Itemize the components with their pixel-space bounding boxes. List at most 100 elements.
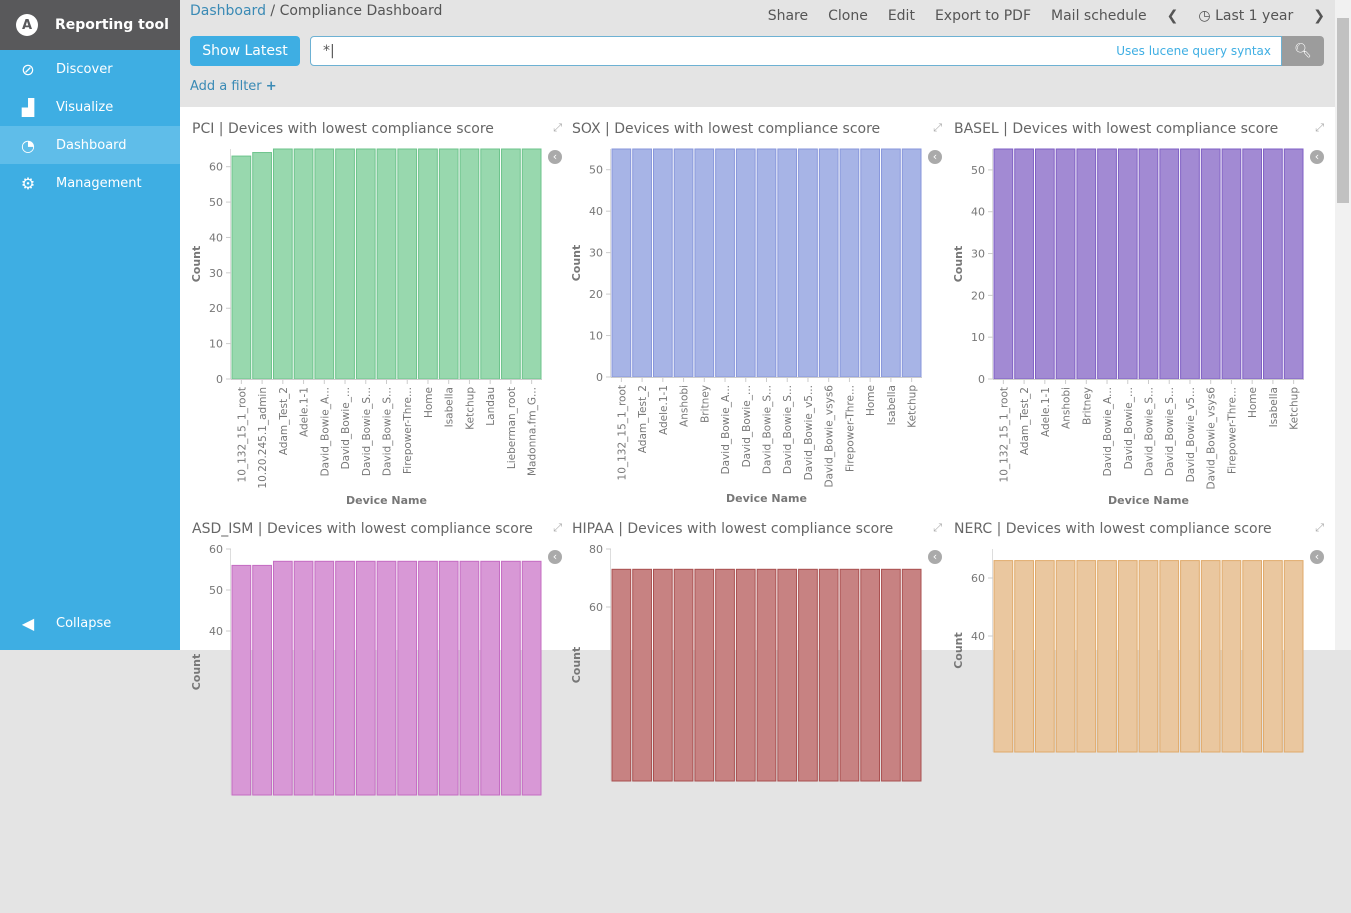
bar[interactable] xyxy=(252,152,272,380)
bar[interactable] xyxy=(1014,148,1034,380)
bar[interactable] xyxy=(1221,148,1242,380)
bar[interactable] xyxy=(355,148,376,380)
bar[interactable] xyxy=(1097,148,1117,380)
bar[interactable] xyxy=(839,148,860,378)
bar[interactable] xyxy=(293,148,314,380)
bar[interactable] xyxy=(1138,148,1159,380)
bar[interactable] xyxy=(1180,560,1200,753)
scrollbar-thumb[interactable] xyxy=(1337,18,1349,203)
bar[interactable] xyxy=(881,568,901,782)
bar[interactable] xyxy=(418,560,438,796)
export-pdf-button[interactable]: Export to PDF xyxy=(934,8,1032,24)
bar[interactable] xyxy=(1117,560,1138,753)
sidebar-item-visualize[interactable]: ▟ Visualize xyxy=(0,88,180,126)
bar[interactable] xyxy=(418,148,438,380)
brand[interactable]: A Reporting tool xyxy=(0,0,180,50)
bar[interactable] xyxy=(480,148,501,380)
bar[interactable] xyxy=(1200,148,1221,380)
bar[interactable] xyxy=(501,148,521,380)
bar[interactable] xyxy=(1117,148,1138,380)
bar[interactable] xyxy=(1263,560,1283,753)
bar[interactable] xyxy=(611,568,632,782)
bar[interactable] xyxy=(1283,560,1304,753)
sidebar-item-discover[interactable]: ⊘ Discover xyxy=(0,50,180,88)
bar[interactable] xyxy=(1242,560,1263,753)
bar[interactable] xyxy=(756,568,777,782)
bar[interactable] xyxy=(993,148,1014,380)
legend-toggle-icon[interactable]: ‹ xyxy=(548,550,562,564)
bar[interactable] xyxy=(652,148,673,378)
bar[interactable] xyxy=(673,148,694,378)
bar[interactable] xyxy=(611,148,632,378)
bar[interactable] xyxy=(756,148,777,378)
bar[interactable] xyxy=(376,148,397,380)
bar[interactable] xyxy=(1034,148,1055,380)
bar[interactable] xyxy=(735,568,756,782)
bar[interactable] xyxy=(252,564,272,796)
bar[interactable] xyxy=(715,148,735,378)
bar[interactable] xyxy=(397,560,418,796)
bar[interactable] xyxy=(694,568,715,782)
legend-toggle-icon[interactable]: ‹ xyxy=(928,550,942,564)
bar[interactable] xyxy=(314,560,335,796)
edit-button[interactable]: Edit xyxy=(887,8,915,24)
bar[interactable] xyxy=(397,148,418,380)
scrollbar[interactable] xyxy=(1335,0,1351,650)
bar[interactable] xyxy=(632,568,652,782)
bar[interactable] xyxy=(1180,148,1200,380)
chevron-right-icon[interactable]: ❯ xyxy=(1313,8,1325,24)
breadcrumb-dashboard[interactable]: Dashboard xyxy=(190,3,266,19)
bar[interactable] xyxy=(839,568,860,782)
bar[interactable] xyxy=(480,560,501,796)
chevron-left-icon[interactable]: ❮ xyxy=(1166,8,1179,24)
bar[interactable] xyxy=(272,148,293,380)
expand-icon[interactable]: ⤢ xyxy=(1315,521,1324,534)
bar[interactable] xyxy=(438,560,459,796)
legend-toggle-icon[interactable]: ‹ xyxy=(548,150,562,164)
bar[interactable] xyxy=(438,148,459,380)
bar[interactable] xyxy=(1200,560,1221,753)
bar[interactable] xyxy=(901,568,922,782)
bar[interactable] xyxy=(521,148,542,380)
show-latest-button[interactable]: Show Latest xyxy=(190,36,300,66)
bar[interactable] xyxy=(818,568,839,782)
bar[interactable] xyxy=(694,148,715,378)
add-filter-button[interactable]: Add a filter + xyxy=(190,79,277,94)
bar[interactable] xyxy=(376,560,397,796)
legend-toggle-icon[interactable]: ‹ xyxy=(1310,150,1324,164)
bar[interactable] xyxy=(777,148,798,378)
bar[interactable] xyxy=(314,148,335,380)
expand-icon[interactable]: ⤢ xyxy=(553,521,562,534)
expand-icon[interactable]: ⤢ xyxy=(553,121,562,134)
expand-icon[interactable]: ⤢ xyxy=(933,521,942,534)
bar[interactable] xyxy=(735,148,756,378)
bar[interactable] xyxy=(335,148,355,380)
bar[interactable] xyxy=(1097,560,1117,753)
search-button[interactable]: 🔍︎ xyxy=(1282,36,1324,66)
mail-schedule-button[interactable]: Mail schedule xyxy=(1051,8,1147,24)
bar[interactable] xyxy=(1055,560,1076,753)
bar[interactable] xyxy=(860,148,881,378)
bar[interactable] xyxy=(1034,560,1055,753)
bar[interactable] xyxy=(1242,148,1263,380)
bar[interactable] xyxy=(993,560,1014,753)
lucene-hint-link[interactable]: Uses lucene query syntax xyxy=(1116,44,1271,58)
bar[interactable] xyxy=(459,148,480,380)
bar[interactable] xyxy=(818,148,839,378)
bar[interactable] xyxy=(1138,560,1159,753)
bar[interactable] xyxy=(335,560,355,796)
bar[interactable] xyxy=(1055,148,1076,380)
bar[interactable] xyxy=(881,148,901,378)
bar[interactable] xyxy=(777,568,798,782)
bar[interactable] xyxy=(1221,560,1242,753)
bar[interactable] xyxy=(293,560,314,796)
legend-toggle-icon[interactable]: ‹ xyxy=(1310,550,1324,564)
bar[interactable] xyxy=(715,568,735,782)
bar[interactable] xyxy=(501,560,521,796)
bar[interactable] xyxy=(652,568,673,782)
bar[interactable] xyxy=(860,568,881,782)
search-input[interactable]: *| Uses lucene query syntax xyxy=(310,36,1282,66)
sidebar-item-dashboard[interactable]: ◔ Dashboard xyxy=(0,126,180,164)
time-picker[interactable]: ◷ Last 1 year xyxy=(1198,8,1293,24)
bar[interactable] xyxy=(459,560,480,796)
